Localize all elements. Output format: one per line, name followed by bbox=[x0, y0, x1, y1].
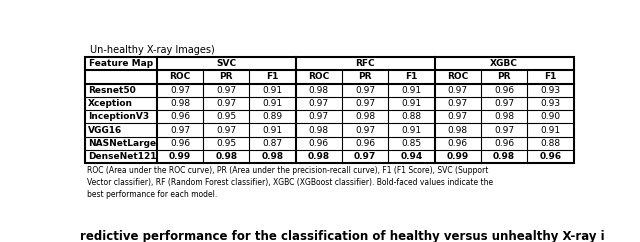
Text: 0.97: 0.97 bbox=[355, 86, 375, 95]
Text: 0.96: 0.96 bbox=[170, 112, 190, 121]
Text: 0.85: 0.85 bbox=[401, 139, 422, 148]
Text: 0.95: 0.95 bbox=[216, 139, 236, 148]
Text: 0.93: 0.93 bbox=[540, 86, 561, 95]
Text: ROC: ROC bbox=[170, 72, 191, 81]
Text: 0.91: 0.91 bbox=[262, 99, 283, 108]
Text: 0.94: 0.94 bbox=[401, 152, 422, 161]
Text: 0.90: 0.90 bbox=[540, 112, 561, 121]
Text: F1: F1 bbox=[405, 72, 418, 81]
Text: 0.91: 0.91 bbox=[262, 126, 283, 135]
Text: DenseNet121: DenseNet121 bbox=[88, 152, 156, 161]
Text: Un-healthy X-ray Images): Un-healthy X-ray Images) bbox=[90, 45, 214, 55]
Text: 0.91: 0.91 bbox=[540, 126, 561, 135]
Text: 0.97: 0.97 bbox=[354, 152, 376, 161]
Text: ROC (Area under the ROC curve), PR (Area under the precision-recall curve), F1 (: ROC (Area under the ROC curve), PR (Area… bbox=[88, 166, 493, 199]
Text: 0.98: 0.98 bbox=[309, 126, 329, 135]
Text: Xception: Xception bbox=[88, 99, 133, 108]
Text: 0.91: 0.91 bbox=[401, 86, 422, 95]
Text: 0.98: 0.98 bbox=[308, 152, 330, 161]
Text: Feature Map: Feature Map bbox=[89, 59, 153, 68]
Text: 0.98: 0.98 bbox=[309, 86, 329, 95]
Text: 0.87: 0.87 bbox=[262, 139, 283, 148]
Text: 0.89: 0.89 bbox=[262, 112, 283, 121]
Text: PR: PR bbox=[497, 72, 511, 81]
Text: 0.96: 0.96 bbox=[170, 139, 190, 148]
Text: 0.88: 0.88 bbox=[540, 139, 561, 148]
Text: XGBC: XGBC bbox=[490, 59, 518, 68]
Text: 0.98: 0.98 bbox=[170, 99, 190, 108]
Text: 0.97: 0.97 bbox=[494, 126, 514, 135]
Text: InceptionV3: InceptionV3 bbox=[88, 112, 149, 121]
Text: Resnet50: Resnet50 bbox=[88, 86, 136, 95]
Text: 0.99: 0.99 bbox=[169, 152, 191, 161]
Text: PR: PR bbox=[358, 72, 372, 81]
Text: 0.97: 0.97 bbox=[216, 86, 236, 95]
Text: 0.97: 0.97 bbox=[309, 112, 329, 121]
Text: VGG16: VGG16 bbox=[88, 126, 122, 135]
Text: 0.98: 0.98 bbox=[448, 126, 468, 135]
Text: 0.97: 0.97 bbox=[355, 99, 375, 108]
Text: F1: F1 bbox=[544, 72, 557, 81]
Text: 0.97: 0.97 bbox=[170, 86, 190, 95]
Text: 0.97: 0.97 bbox=[216, 126, 236, 135]
Text: 0.98: 0.98 bbox=[494, 112, 514, 121]
Text: 0.96: 0.96 bbox=[494, 139, 514, 148]
Text: 0.98: 0.98 bbox=[355, 112, 375, 121]
Text: 0.99: 0.99 bbox=[447, 152, 469, 161]
Text: 0.93: 0.93 bbox=[540, 99, 561, 108]
Text: ROC: ROC bbox=[308, 72, 330, 81]
Text: 0.97: 0.97 bbox=[170, 126, 190, 135]
Text: 0.96: 0.96 bbox=[309, 139, 329, 148]
Text: RFC: RFC bbox=[355, 59, 375, 68]
Text: PR: PR bbox=[220, 72, 233, 81]
Text: ROC: ROC bbox=[447, 72, 468, 81]
Text: NASNetLarge: NASNetLarge bbox=[88, 139, 156, 148]
Text: 0.97: 0.97 bbox=[216, 99, 236, 108]
Text: 0.97: 0.97 bbox=[309, 99, 329, 108]
Text: 0.97: 0.97 bbox=[355, 126, 375, 135]
Text: 0.98: 0.98 bbox=[493, 152, 515, 161]
Text: 0.96: 0.96 bbox=[494, 86, 514, 95]
Text: 0.97: 0.97 bbox=[494, 99, 514, 108]
Bar bbox=[85, 57, 573, 163]
Text: redictive performance for the classification of healthy versus unhealthy X-ray i: redictive performance for the classifica… bbox=[80, 230, 605, 242]
Text: 0.91: 0.91 bbox=[401, 99, 422, 108]
Text: F1: F1 bbox=[266, 72, 279, 81]
Text: 0.91: 0.91 bbox=[262, 86, 283, 95]
Text: 0.96: 0.96 bbox=[355, 139, 375, 148]
Text: 0.96: 0.96 bbox=[540, 152, 561, 161]
Text: 0.96: 0.96 bbox=[448, 139, 468, 148]
Text: SVC: SVC bbox=[216, 59, 236, 68]
Text: 0.97: 0.97 bbox=[448, 112, 468, 121]
Text: 0.88: 0.88 bbox=[401, 112, 422, 121]
Text: 0.97: 0.97 bbox=[448, 86, 468, 95]
Text: 0.98: 0.98 bbox=[262, 152, 284, 161]
Text: 0.98: 0.98 bbox=[215, 152, 237, 161]
Text: 0.97: 0.97 bbox=[448, 99, 468, 108]
Text: 0.91: 0.91 bbox=[401, 126, 422, 135]
Text: 0.95: 0.95 bbox=[216, 112, 236, 121]
